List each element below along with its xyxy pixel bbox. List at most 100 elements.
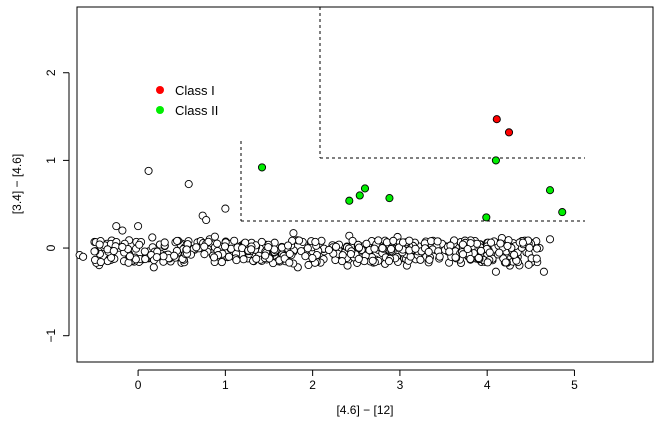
field-source-point [424, 247, 433, 256]
legend: Class I Class II [156, 83, 218, 118]
class-ii-point [558, 208, 567, 217]
field-source-point [144, 166, 153, 175]
y-axis-label: [3.4] − [4.6] [10, 154, 24, 214]
field-source-point [220, 242, 230, 251]
field-source-point [485, 248, 494, 257]
plot-frame [76, 6, 654, 363]
field-source-point [239, 255, 248, 264]
field-source-point [532, 254, 541, 263]
field-source-point [389, 236, 398, 245]
field-source-point [159, 252, 168, 261]
field-source-point [109, 246, 118, 256]
field-source-point [134, 222, 143, 231]
x-tick-label: 3 [397, 378, 404, 392]
field-source-point [503, 241, 512, 250]
field-source-point [474, 253, 483, 263]
y-tick-label: −1 [44, 329, 58, 343]
field-source-point [425, 255, 434, 264]
field-source-point [90, 247, 99, 256]
class-ii-point [257, 163, 267, 172]
field-source-point [148, 233, 157, 242]
class-i-point [504, 128, 514, 137]
y-tick-label: 2 [44, 69, 58, 76]
field-source-point [200, 250, 209, 259]
field-source-point [384, 257, 394, 266]
field-source-point [182, 245, 191, 254]
field-source-point [405, 236, 414, 245]
field-source-point [463, 245, 472, 254]
field-source-point [264, 243, 273, 252]
class-i-point [492, 115, 501, 124]
y-tick-label: 1 [44, 157, 58, 164]
legend-label-class-ii: Class II [175, 103, 218, 118]
x-tick-label: 0 [135, 378, 142, 392]
field-source-point [125, 252, 134, 261]
class-ii-point [360, 184, 370, 193]
field-source-point [510, 250, 519, 259]
field-source-point [173, 236, 182, 245]
field-source-point [257, 237, 266, 246]
selection-regions [240, 7, 585, 222]
field-source-point [210, 253, 219, 262]
field-source-point [524, 260, 533, 269]
field-source-point [213, 239, 222, 248]
field-source-point [295, 236, 304, 245]
field-source-point [224, 252, 234, 261]
field-source-point [311, 237, 320, 246]
field-source-point [466, 254, 475, 263]
field-source-point [368, 256, 377, 265]
field-source-point [230, 236, 239, 245]
field-source-point [337, 257, 347, 266]
field-source-point [247, 245, 256, 254]
field-source-point [210, 232, 219, 241]
x-tick-label: 5 [571, 378, 578, 392]
field-source-point [285, 249, 294, 258]
field-source-point [496, 239, 505, 248]
x-tick-label: 4 [484, 378, 491, 392]
field-source-point [495, 248, 504, 257]
field-source-point [152, 253, 161, 262]
field-source-point [324, 245, 333, 254]
legend-marker-class-i [156, 86, 164, 94]
field-source-point [289, 229, 298, 238]
field-source-point [79, 252, 88, 261]
field-source-point [283, 241, 293, 250]
field-source-point [545, 235, 555, 244]
x-tick-label: 1 [222, 378, 229, 392]
field-source-point [501, 258, 510, 267]
field-source-point [346, 249, 355, 259]
field-source-point [411, 244, 420, 253]
field-source-point [458, 250, 468, 259]
field-source-point [374, 236, 383, 245]
field-source-point [160, 238, 169, 247]
field-source-point [135, 240, 144, 249]
x-tick-label: 2 [309, 378, 316, 392]
field-source-point [96, 257, 105, 267]
field-source-point [301, 252, 310, 261]
field-source-point [532, 244, 541, 253]
class-ii-point [491, 156, 500, 165]
field-source-point [118, 226, 127, 235]
field-source-point [539, 267, 548, 276]
field-source-point [192, 243, 201, 252]
field-source-point [433, 237, 442, 246]
field-source-point [285, 258, 294, 267]
field-source-point [232, 256, 241, 265]
field-source-point [451, 253, 460, 262]
field-source-point [378, 244, 387, 253]
field-source-point [483, 258, 492, 267]
data-points [75, 115, 567, 276]
field-source-point [435, 252, 444, 261]
field-source-point [217, 258, 226, 267]
field-source-point [445, 247, 454, 256]
class-ii-point [482, 213, 491, 222]
legend-label-class-i: Class I [175, 83, 215, 98]
field-source-point [124, 258, 133, 267]
field-source-point [486, 238, 496, 247]
field-source-point [261, 251, 270, 260]
class-ii-point [545, 186, 555, 195]
field-source-point [355, 243, 364, 252]
field-source-point [170, 251, 179, 260]
axes: 0 1 2 3 4 5 −1 0 1 2 [44, 69, 578, 392]
